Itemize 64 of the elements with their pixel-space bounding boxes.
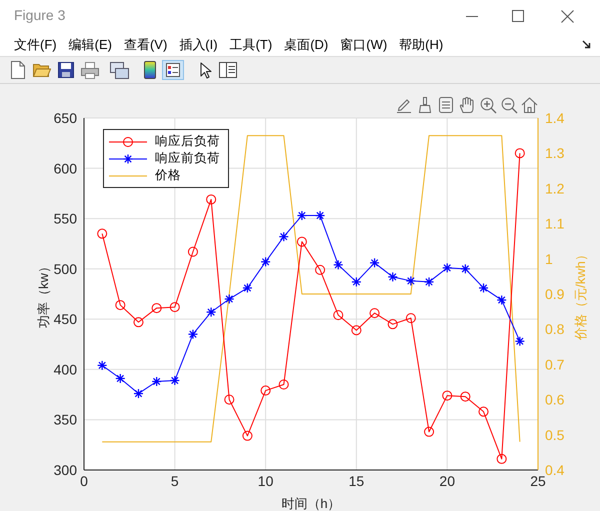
point <box>478 406 489 417</box>
text: 编辑(E) <box>68 37 112 52</box>
chart-title: Figure 3 <box>14 7 66 23</box>
text: 文件(F) <box>14 37 57 52</box>
legend-label: 响应后负荷 <box>155 134 220 148</box>
y-tick-label: 350 <box>54 412 78 428</box>
point <box>442 390 452 401</box>
y2-tick-label: 0.9 <box>545 286 565 302</box>
y-tick-label: 650 <box>54 110 78 126</box>
legend-label: 响应前负荷 <box>155 151 220 165</box>
x-tick-label: 20 <box>439 472 456 489</box>
point <box>260 386 271 396</box>
text: 查看(V) <box>124 37 168 52</box>
point <box>370 308 380 318</box>
point <box>388 319 398 330</box>
y2-tick-label: 1.4 <box>545 110 565 126</box>
y-tick-label: 550 <box>54 210 78 227</box>
point <box>224 394 234 405</box>
point <box>315 264 326 275</box>
point <box>496 454 507 464</box>
point <box>97 228 108 239</box>
text: 窗口(W) <box>340 37 388 52</box>
point <box>242 430 252 441</box>
text: 桌面(D) <box>284 37 328 52</box>
point <box>133 317 144 328</box>
point <box>296 236 307 247</box>
y2-tick-label: 0.4 <box>545 462 565 478</box>
point <box>406 313 416 324</box>
text: 帮助(H) <box>399 37 444 52</box>
point <box>170 302 180 312</box>
y2-tick-label: 1.3 <box>545 145 565 162</box>
y2-tick-label: 0.8 <box>545 321 565 338</box>
x-tick-label: 15 <box>348 472 364 489</box>
point <box>424 426 434 437</box>
point <box>188 246 198 257</box>
y-tick-label: 500 <box>54 260 78 277</box>
text: 工具(T) <box>230 37 272 52</box>
y-axis-title: 功率（kw） <box>36 260 50 328</box>
point <box>115 300 126 310</box>
y2-tick-label: 0.5 <box>545 426 565 443</box>
y-tick-label: 600 <box>54 160 78 176</box>
y-tick-label: 300 <box>54 462 78 478</box>
x-tick-label: 10 <box>258 472 274 489</box>
point <box>206 194 216 204</box>
point <box>278 380 289 390</box>
y2-tick-label: 0.7 <box>545 356 565 372</box>
point <box>460 392 470 402</box>
y2-tick-label: 0.6 <box>545 392 565 408</box>
point <box>514 148 525 158</box>
point <box>351 325 362 336</box>
point <box>152 303 162 314</box>
x-tick-label: 0 <box>80 472 88 489</box>
y-tick-label: 400 <box>54 361 78 378</box>
y2-tick-label: 1 <box>545 250 553 267</box>
x-tick-label: 5 <box>170 472 179 489</box>
x-axis-title: 时间（h） <box>281 496 341 510</box>
y2-tick-label: 1.2 <box>545 180 565 196</box>
point <box>333 310 344 320</box>
y2-tick-label: 1.1 <box>545 216 565 232</box>
legend-label: 价格 <box>155 168 181 182</box>
y2-axis-title: 价格（元/kwh） <box>572 248 588 341</box>
y-tick-label: 450 <box>54 311 78 328</box>
text: 插入(I) <box>179 37 218 52</box>
x-tick-label: 25 <box>530 472 546 489</box>
